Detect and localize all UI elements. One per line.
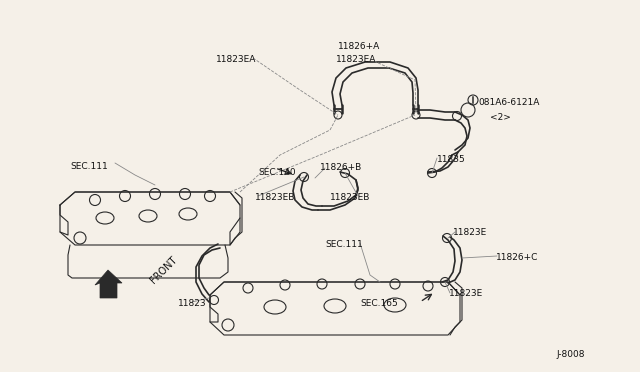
Text: 11823E: 11823E — [453, 228, 487, 237]
Text: 11823EB: 11823EB — [330, 193, 371, 202]
Text: SEC.165: SEC.165 — [360, 299, 397, 308]
Text: FRONT: FRONT — [148, 255, 179, 286]
Polygon shape — [95, 270, 122, 298]
Text: 11826+A: 11826+A — [338, 42, 380, 51]
Text: J-8008: J-8008 — [556, 350, 584, 359]
Text: 11826+C: 11826+C — [496, 253, 538, 262]
Text: 11835: 11835 — [437, 155, 466, 164]
Text: 11823EA: 11823EA — [336, 55, 376, 64]
Text: 11823EB: 11823EB — [255, 193, 296, 202]
Text: 081A6-6121A: 081A6-6121A — [478, 98, 540, 107]
Text: 11823EA: 11823EA — [216, 55, 257, 64]
Text: <2>: <2> — [490, 113, 511, 122]
Text: SEC.140: SEC.140 — [258, 168, 296, 177]
Text: SEC.111: SEC.111 — [325, 240, 363, 249]
Text: 11823E: 11823E — [449, 289, 483, 298]
Text: 11826+B: 11826+B — [320, 163, 362, 172]
Text: SEC.111: SEC.111 — [70, 162, 108, 171]
Text: 11823: 11823 — [178, 299, 207, 308]
